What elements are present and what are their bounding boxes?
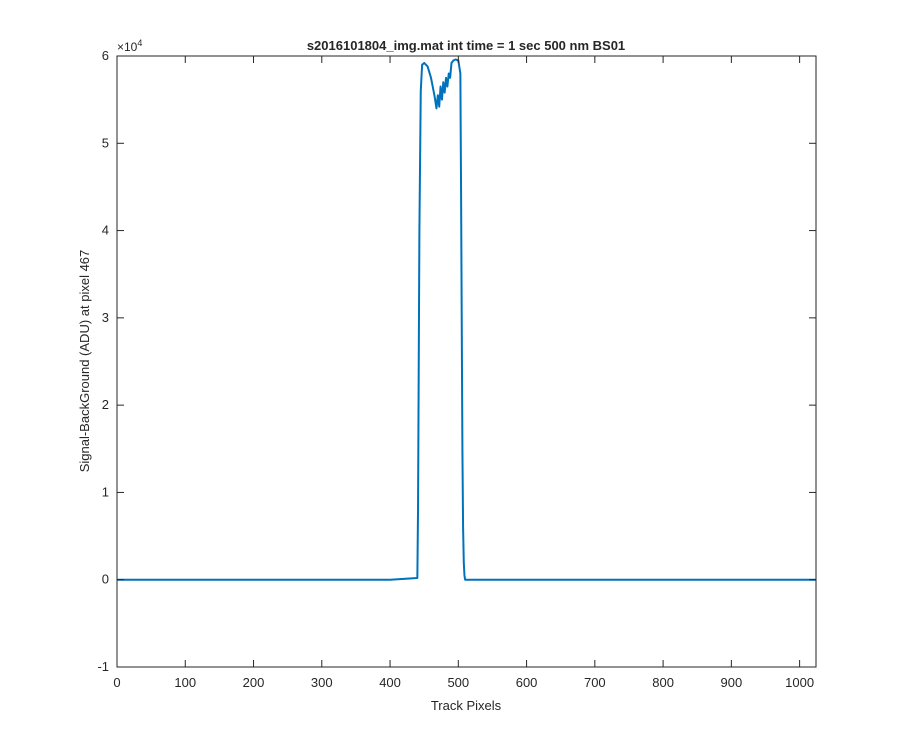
y-axis-exponent: ×104 [117,38,142,54]
x-tick-label: 1000 [785,675,814,690]
x-tick-label: 600 [516,675,538,690]
y-tick-label: 0 [102,572,109,587]
y-axis-label: Signal-BackGround (ADU) at pixel 467 [77,250,92,473]
y-tick-label: 2 [102,397,109,412]
x-tick-label: 200 [243,675,265,690]
x-axis-label: Track Pixels [431,698,502,713]
y-tick-label: 6 [102,48,109,63]
signal-series-line [117,58,816,581]
plot-area [117,56,816,667]
x-tick-label: 900 [721,675,743,690]
chart-title: s2016101804_img.mat int time = 1 sec 500… [307,38,625,53]
y-tick-label: 1 [102,484,109,499]
y-tick-label: -1 [97,659,109,674]
plot-content [117,58,816,581]
x-axis: 0 100 200 300 400 500 600 700 800 900 1000 [113,56,814,690]
y-tick-label: 5 [102,135,109,150]
x-tick-label: 0 [113,675,120,690]
y-axis: -1 0 1 2 3 4 5 6 [97,48,816,674]
x-tick-label: 300 [311,675,333,690]
y-tick-label: 3 [102,310,109,325]
x-tick-label: 800 [652,675,674,690]
x-tick-label: 500 [447,675,469,690]
x-tick-label: 100 [174,675,196,690]
x-tick-label: 400 [379,675,401,690]
axes-box [116,55,817,668]
y-tick-label: 4 [102,223,109,238]
x-tick-label: 700 [584,675,606,690]
